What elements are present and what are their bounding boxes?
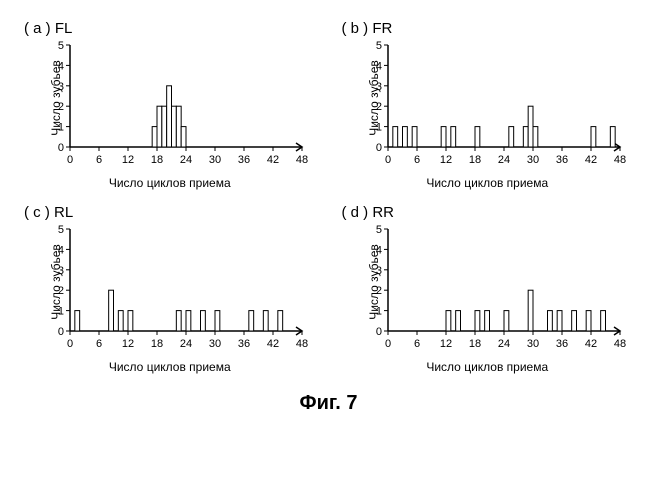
- svg-text:0: 0: [58, 142, 64, 154]
- svg-text:18: 18: [468, 154, 480, 166]
- chart-wrap-fr: 0123450612182430364248: [366, 39, 638, 174]
- svg-text:6: 6: [96, 338, 102, 350]
- svg-text:0: 0: [67, 154, 73, 166]
- svg-text:48: 48: [296, 338, 308, 350]
- x-axis-label: Число циклов приема: [338, 360, 638, 374]
- svg-text:12: 12: [122, 154, 134, 166]
- panel-fl: ( a ) FL Число зубьев 012345061218243036…: [20, 20, 320, 190]
- svg-text:6: 6: [413, 338, 419, 350]
- svg-text:36: 36: [555, 338, 567, 350]
- svg-text:24: 24: [497, 338, 509, 350]
- svg-text:0: 0: [375, 142, 381, 154]
- panel-rr: ( d ) RR Число зубьев 012345061218243036…: [338, 204, 638, 374]
- svg-text:42: 42: [584, 338, 596, 350]
- svg-text:18: 18: [151, 338, 163, 350]
- svg-text:18: 18: [151, 154, 163, 166]
- chart-wrap-rl: 0123450612182430364248: [48, 223, 320, 358]
- svg-text:30: 30: [526, 338, 538, 350]
- svg-text:30: 30: [209, 338, 221, 350]
- svg-text:24: 24: [497, 154, 509, 166]
- svg-text:36: 36: [238, 338, 250, 350]
- y-axis-label: Число зубьев: [49, 60, 63, 136]
- chart-rl: 0123450612182430364248: [48, 223, 308, 353]
- svg-text:12: 12: [122, 338, 134, 350]
- svg-text:6: 6: [96, 154, 102, 166]
- svg-text:48: 48: [296, 154, 308, 166]
- svg-text:12: 12: [439, 338, 451, 350]
- svg-text:5: 5: [58, 224, 64, 236]
- x-axis-label: Число циклов приема: [20, 176, 320, 190]
- svg-text:0: 0: [384, 338, 390, 350]
- panel-label-fr: ( b ) FR: [342, 20, 638, 37]
- panel-label-rr: ( d ) RR: [342, 204, 638, 221]
- svg-text:5: 5: [375, 40, 381, 52]
- svg-text:24: 24: [180, 154, 192, 166]
- chart-fr: 0123450612182430364248: [366, 39, 626, 169]
- panel-label-fl: ( a ) FL: [24, 20, 320, 37]
- svg-text:18: 18: [468, 338, 480, 350]
- chart-rr: 0123450612182430364248: [366, 223, 626, 353]
- chart-fl: 0123450612182430364248: [48, 39, 308, 169]
- svg-text:42: 42: [267, 154, 279, 166]
- svg-text:42: 42: [584, 154, 596, 166]
- panel-fr: ( b ) FR Число зубьев 012345061218243036…: [338, 20, 638, 190]
- svg-text:24: 24: [180, 338, 192, 350]
- svg-text:0: 0: [375, 326, 381, 338]
- svg-text:30: 30: [526, 154, 538, 166]
- svg-text:36: 36: [238, 154, 250, 166]
- svg-text:0: 0: [67, 338, 73, 350]
- svg-text:0: 0: [58, 326, 64, 338]
- figure-caption: Фиг. 7: [20, 392, 637, 415]
- y-axis-label: Число зубьев: [366, 60, 380, 136]
- y-axis-label: Число зубьев: [49, 244, 63, 320]
- panel-rl: ( c ) RL Число зубьев 012345061218243036…: [20, 204, 320, 374]
- chart-wrap-fl: 0123450612182430364248: [48, 39, 320, 174]
- x-axis-label: Число циклов приема: [20, 360, 320, 374]
- svg-text:5: 5: [375, 224, 381, 236]
- svg-text:42: 42: [267, 338, 279, 350]
- y-axis-label: Число зубьев: [366, 244, 380, 320]
- x-axis-label: Число циклов приема: [338, 176, 638, 190]
- svg-text:5: 5: [58, 40, 64, 52]
- chart-wrap-rr: 0123450612182430364248: [366, 223, 638, 358]
- svg-text:36: 36: [555, 154, 567, 166]
- svg-text:6: 6: [413, 154, 419, 166]
- svg-text:48: 48: [613, 154, 625, 166]
- panel-label-rl: ( c ) RL: [24, 204, 320, 221]
- svg-text:12: 12: [439, 154, 451, 166]
- svg-text:0: 0: [384, 154, 390, 166]
- svg-text:48: 48: [613, 338, 625, 350]
- figure-grid: ( a ) FL Число зубьев 012345061218243036…: [20, 20, 637, 415]
- svg-text:30: 30: [209, 154, 221, 166]
